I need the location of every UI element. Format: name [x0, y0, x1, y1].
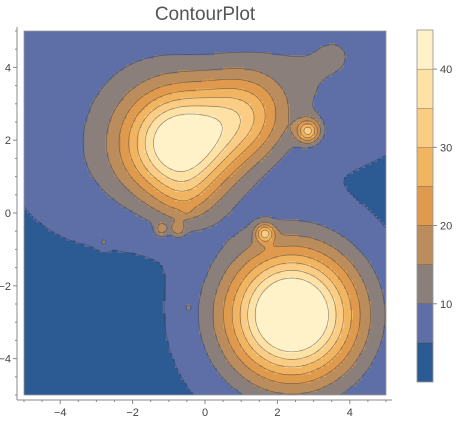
legend-ticks: 10 20 30 40 [433, 64, 452, 311]
chart-title: ContourPlot [155, 4, 256, 25]
x-axis-ticks: −4 −2 0 2 4 [23, 400, 387, 419]
legend-band-6 [416, 108, 434, 148]
contour-band-1 [24, 31, 386, 395]
legend-band-8 [416, 29, 434, 70]
y-tick-label: 0 [5, 208, 11, 220]
legend-band-2 [416, 264, 434, 304]
legend-color-bands [416, 29, 434, 383]
legend-tick-label: 30 [440, 142, 452, 154]
legend-band-4 [416, 186, 434, 226]
y-tick-label: 4 [5, 62, 11, 74]
legend-tick-label: 20 [440, 221, 452, 233]
legend-band-3 [416, 225, 434, 265]
contour-line-15 [105, 68, 371, 395]
contour-line-40 [153, 113, 329, 353]
x-tick-label: −4 [54, 407, 67, 419]
contour-line-5 [24, 154, 386, 395]
legend-tick-label: 40 [440, 64, 452, 76]
x-tick-label: 4 [347, 407, 353, 419]
y-tick-label: 2 [5, 135, 11, 147]
y-tick-label: −4 [0, 354, 11, 366]
plot-frame [23, 30, 387, 396]
y-tick-label: −2 [0, 281, 11, 293]
y-axis-ticks: −4 −2 0 2 4 [0, 30, 17, 396]
plot-area [23, 30, 387, 396]
x-tick-label: 2 [274, 407, 280, 419]
legend-band-5 [416, 147, 434, 187]
contour-line-25 [128, 88, 352, 376]
legend-band-7 [416, 68, 434, 109]
x-tick-label: −2 [126, 407, 139, 419]
contour-line-30 [136, 97, 344, 368]
contour-line-20 [118, 78, 361, 384]
contour-line-35 [144, 105, 337, 360]
legend-band-0 [416, 342, 434, 383]
legend-band-1 [416, 303, 434, 344]
legend-tick-label: 10 [440, 299, 452, 311]
plot-axes: −4 −2 0 2 4 −4 −2 0 2 4 [0, 27, 392, 419]
contour-field [24, 31, 386, 395]
x-tick-label: 0 [202, 407, 208, 419]
color-legend: 10 20 30 40 [416, 29, 452, 383]
contour-band-6 [138, 97, 345, 369]
contour-band-0 [24, 155, 386, 395]
contour-band-7 [144, 106, 336, 359]
contour-line-10 [82, 44, 386, 395]
contour-band-8 [153, 112, 330, 353]
legend-frame [416, 29, 434, 383]
